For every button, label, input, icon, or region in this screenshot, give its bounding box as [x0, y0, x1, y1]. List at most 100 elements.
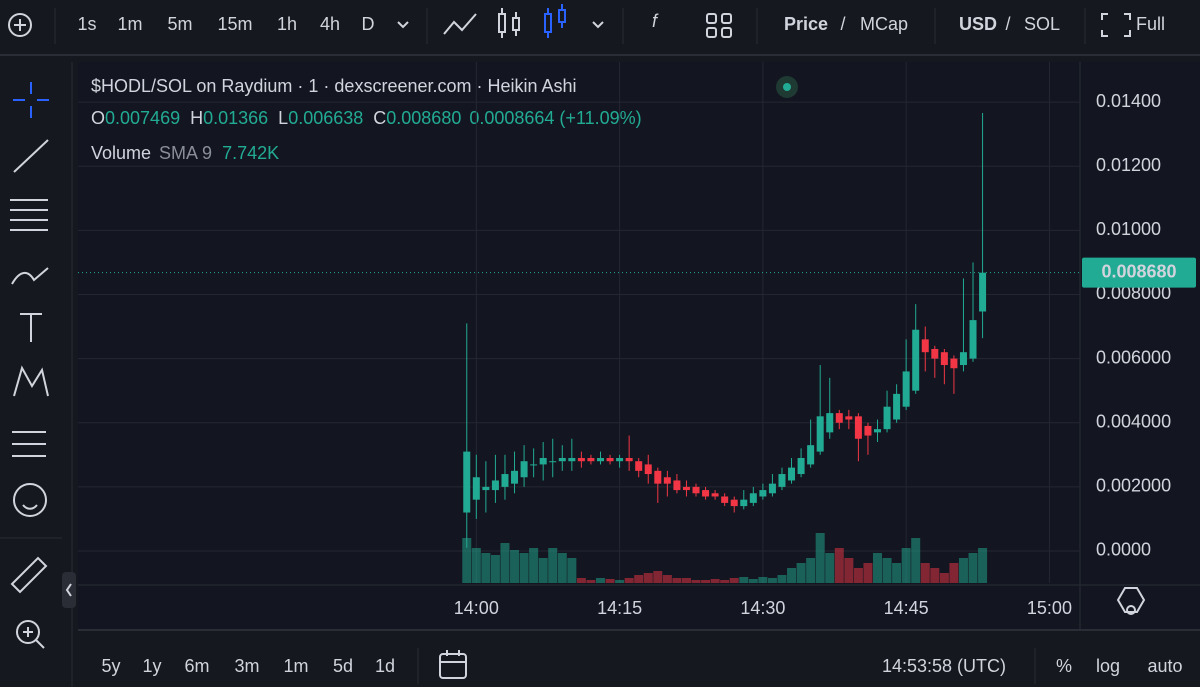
volume-bar [777, 575, 787, 583]
chart-panel [78, 62, 1200, 630]
candle-body [549, 461, 557, 463]
volume-bar [806, 558, 816, 583]
last-price-tag [1082, 257, 1196, 288]
candle-body [702, 490, 710, 497]
settings-icon[interactable] [1116, 587, 1146, 613]
forecast-tool[interactable] [12, 431, 46, 457]
volume-label: Volume [91, 143, 151, 163]
interval-button[interactable]: 1s [77, 14, 96, 34]
volume-bar [681, 578, 691, 583]
range-button[interactable]: 1y [142, 656, 161, 676]
ruler-tool[interactable] [10, 556, 48, 594]
clock: 14:53:58 (UTC) [882, 656, 1006, 676]
volume-bar [720, 580, 730, 583]
candle-body [511, 470, 519, 484]
volume-bar [844, 558, 854, 583]
candle-body [835, 413, 843, 423]
volume-bar [882, 558, 892, 583]
fib-tool[interactable] [10, 199, 48, 231]
range-button[interactable]: 3m [234, 656, 259, 676]
volume-bar [758, 577, 768, 583]
toggle-option[interactable]: SOL [1024, 14, 1060, 34]
range-button[interactable]: 6m [184, 656, 209, 676]
candle-body [568, 458, 576, 462]
chevron[interactable] [397, 21, 409, 29]
change-value: 0.0008664 (+11.09%) [469, 108, 641, 128]
scale-option[interactable]: log [1096, 656, 1120, 676]
indicator-button[interactable]: f [652, 11, 659, 31]
add-icon[interactable] [8, 13, 32, 37]
volume-bar [605, 579, 615, 583]
collapse-handle[interactable] [62, 572, 76, 608]
interval-button[interactable]: 5m [167, 14, 192, 34]
interval-button[interactable]: 4h [320, 14, 340, 34]
candle-body [749, 493, 757, 503]
toggle-option[interactable]: MCap [860, 14, 908, 34]
emoji-tool[interactable] [13, 483, 47, 517]
pattern-tool[interactable] [13, 365, 49, 397]
volume-bar [510, 550, 520, 583]
volume-bar [767, 578, 777, 583]
candle-body [663, 477, 671, 484]
range-button[interactable]: 5y [101, 656, 120, 676]
candle-body [950, 358, 958, 369]
interval-button[interactable]: 15m [217, 14, 252, 34]
line-style-icon[interactable] [443, 13, 477, 35]
toggle-option: / [1005, 14, 1010, 34]
volume-bar [710, 579, 720, 583]
line-tool[interactable] [13, 139, 49, 173]
candle-body [797, 458, 805, 475]
scale-option[interactable]: % [1056, 656, 1072, 676]
candle-body [616, 458, 624, 462]
scale-option[interactable]: auto [1147, 656, 1182, 676]
y-tick-label: 0.006000 [1096, 347, 1171, 367]
volume-bar [672, 578, 682, 583]
volume-bar [872, 553, 882, 583]
candle-body [644, 464, 652, 475]
full-button[interactable]: Full [1136, 14, 1165, 34]
candle-style-icon[interactable] [498, 8, 520, 38]
x-tick-label: 14:45 [884, 598, 929, 618]
candle-body [472, 477, 480, 500]
text-tool[interactable] [20, 313, 42, 342]
chevron[interactable] [592, 21, 604, 29]
volume-bar [729, 578, 739, 583]
date-range-icon[interactable] [439, 650, 467, 679]
ohlc-value: 0.01366 [203, 108, 268, 128]
range-button[interactable]: 1d [375, 656, 395, 676]
crosshair-tool[interactable] [13, 82, 49, 118]
volume-bar [481, 553, 491, 583]
volume-bar [586, 580, 596, 583]
settings-dot [1126, 605, 1136, 615]
toggle-option[interactable]: USD [959, 14, 997, 34]
range-button[interactable]: 1m [283, 656, 308, 676]
full-icon[interactable] [1101, 13, 1131, 37]
heikin-icon[interactable] [544, 4, 566, 38]
x-tick-label: 14:15 [597, 598, 642, 618]
candle-body [682, 486, 690, 491]
interval-button[interactable]: D [362, 14, 375, 34]
candle-body [816, 416, 824, 452]
volume-bar [576, 578, 586, 583]
sma-label: SMA 9 [159, 143, 212, 163]
volume-bar [930, 568, 940, 583]
volume-bar [863, 563, 873, 583]
interval-button[interactable]: 1m [117, 14, 142, 34]
candle-body [625, 458, 633, 462]
brush-tool[interactable] [11, 267, 49, 285]
volume-bar [662, 575, 672, 583]
zoom-tool[interactable] [16, 620, 45, 649]
toggle-option[interactable]: Price [784, 14, 828, 34]
layout-icon[interactable] [706, 13, 732, 38]
volume-bar [529, 548, 539, 583]
interval-button[interactable]: 1h [277, 14, 297, 34]
status-dot [783, 83, 791, 91]
volume-row: Volume SMA 9 7.742K [91, 143, 279, 163]
candle-body [711, 493, 719, 497]
ohlc-label: C [373, 108, 386, 128]
candle-body [979, 272, 987, 312]
range-button[interactable]: 5d [333, 656, 353, 676]
volume-bar [978, 548, 988, 583]
candle-body [558, 458, 566, 462]
y-tick-label: 0.01400 [1096, 91, 1161, 111]
